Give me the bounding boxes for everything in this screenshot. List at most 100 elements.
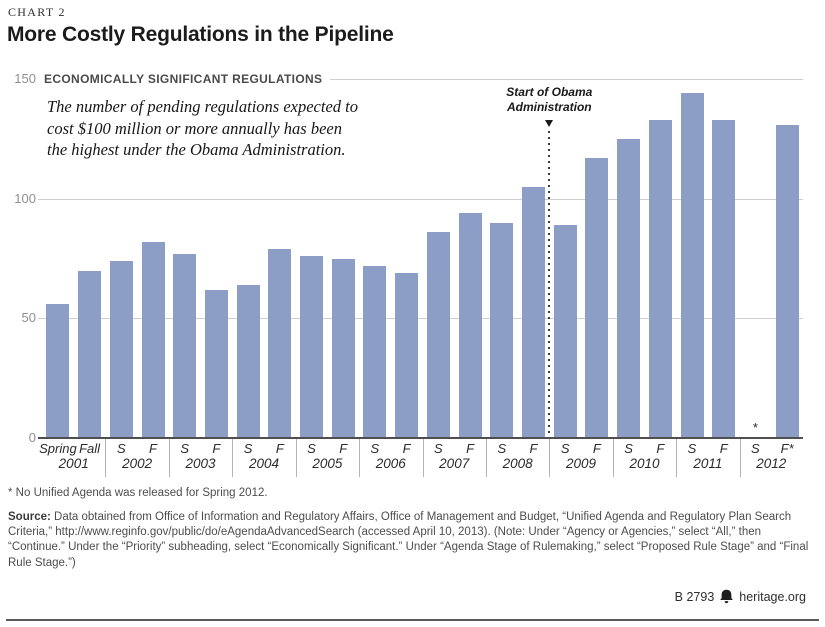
bar-S-2009	[553, 225, 577, 438]
marker-line: Administration	[506, 99, 592, 114]
x-season-label: F	[402, 441, 411, 456]
gridline-100	[38, 198, 803, 200]
group-separator	[295, 438, 297, 477]
x-season-label: F	[466, 441, 475, 456]
x-season-label: Spring	[39, 441, 77, 456]
x-year-label: 2008	[502, 456, 533, 471]
bar-F-2003	[204, 289, 228, 438]
bar-S-2011	[680, 93, 704, 438]
bar-F-2008	[522, 186, 545, 438]
x-season-label: S	[116, 441, 126, 456]
x-season-label: S	[434, 441, 443, 456]
x-season-label: S	[243, 441, 253, 456]
bar-Spring-2001	[46, 304, 70, 438]
chart-number-label: CHART 2	[8, 5, 66, 19]
x-year-label: 2006	[375, 456, 406, 471]
x-year-label: 2007	[439, 456, 470, 471]
group-separator	[168, 438, 170, 477]
group-separator	[105, 438, 107, 477]
bar-F-2010	[648, 119, 672, 438]
x-year-label: 2003	[185, 456, 216, 471]
group-separator	[612, 438, 614, 477]
missing-bar-asterisk: *	[752, 420, 758, 435]
marker-line: Start of Obama	[506, 85, 593, 99]
footnote: * No Unified Agenda was released for Spr…	[8, 487, 268, 499]
x-season-label: S	[370, 441, 380, 456]
gridline-150	[330, 79, 803, 80]
source-paragraph: Source: Data obtained from Office of Inf…	[8, 510, 820, 571]
x-year-label: 2005	[312, 456, 343, 471]
annotation-line: The number of pending regulations expect…	[47, 97, 358, 116]
x-season-label: S	[751, 441, 760, 456]
gridline-50	[38, 318, 803, 320]
y-tick-label: 0	[28, 430, 36, 445]
x-season-label: S	[560, 441, 570, 456]
annotation-line: cost $100 million or more annually has b…	[47, 118, 342, 138]
bottom-divider	[6, 619, 819, 621]
x-year-label: 2012	[756, 456, 787, 471]
group-separator	[549, 438, 551, 477]
x-season-label: F	[275, 441, 284, 456]
bar-Fall-2001	[78, 270, 102, 438]
group-separator	[676, 438, 678, 477]
x-season-label: S	[180, 441, 190, 456]
group-separator	[359, 438, 361, 477]
bar-F-2012	[775, 124, 799, 438]
x-axis-baseline	[38, 437, 803, 439]
heritage-bell-icon	[719, 589, 734, 604]
source-text: Data obtained from Office of Information…	[8, 511, 809, 569]
x-season-label: F	[592, 441, 601, 456]
group-separator	[422, 438, 424, 477]
x-season-label: F	[149, 441, 157, 456]
bar-S-2010	[617, 138, 641, 438]
x-season-label: S	[624, 441, 633, 456]
bar-S-2007	[426, 232, 450, 438]
y-axis-title: ECONOMICALLY SIGNIFICANT REGULATIONS	[44, 72, 323, 86]
annotation-line: the highest under the Obama Administrati…	[47, 140, 346, 159]
x-season-label: F	[719, 441, 728, 456]
x-season-label: F	[212, 441, 221, 456]
x-year-label: 2004	[248, 456, 280, 471]
bar-S-2004	[236, 284, 260, 438]
bar-S-2006	[363, 265, 387, 438]
x-year-label: 2009	[565, 456, 597, 471]
group-separator	[232, 438, 234, 477]
bar-F-2011	[712, 119, 736, 438]
x-year-label: 2001	[58, 456, 89, 471]
bar-F-2005	[331, 258, 355, 438]
doc-id: B 2793	[674, 589, 715, 604]
x-season-label: Fall	[79, 441, 101, 456]
bar-F-2006	[395, 272, 419, 438]
source-label: Source:	[8, 511, 51, 523]
page-title: More Costly Regulations in the Pipeline	[7, 23, 394, 46]
bar-F-2004	[268, 248, 292, 438]
x-season-label: F	[529, 441, 538, 456]
x-season-label: S	[497, 441, 507, 456]
x-season-label: S	[687, 441, 697, 456]
bar-F-2007	[458, 213, 482, 438]
site-link: heritage.org	[739, 589, 806, 604]
x-season-label: F	[656, 441, 665, 456]
x-season-label: S	[307, 441, 316, 456]
obama-marker-dotted-line	[548, 131, 551, 437]
y-tick-label: 100	[14, 190, 36, 206]
group-separator	[485, 438, 487, 477]
footer: B 2793 heritage.org	[675, 589, 806, 604]
y-tick-label: 50	[21, 310, 36, 326]
x-season-label: F*	[780, 441, 794, 456]
chart-annotation: The number of pending regulations expect…	[47, 96, 358, 161]
group-separator	[739, 438, 741, 477]
x-year-label: 2010	[629, 456, 660, 471]
x-season-label: F	[339, 441, 348, 456]
obama-marker-label: Start of Obama Administration	[484, 85, 614, 114]
bar-S-2003	[173, 253, 197, 438]
x-year-label: 2002	[122, 456, 153, 471]
bar-F-2002	[141, 241, 165, 438]
x-year-label: 2011	[693, 456, 723, 471]
bar-F-2009	[585, 158, 609, 438]
bar-S-2005	[300, 256, 323, 438]
bar-S-2008	[490, 222, 514, 438]
y-tick-label: 150	[14, 71, 36, 86]
down-arrow-icon	[545, 120, 554, 127]
